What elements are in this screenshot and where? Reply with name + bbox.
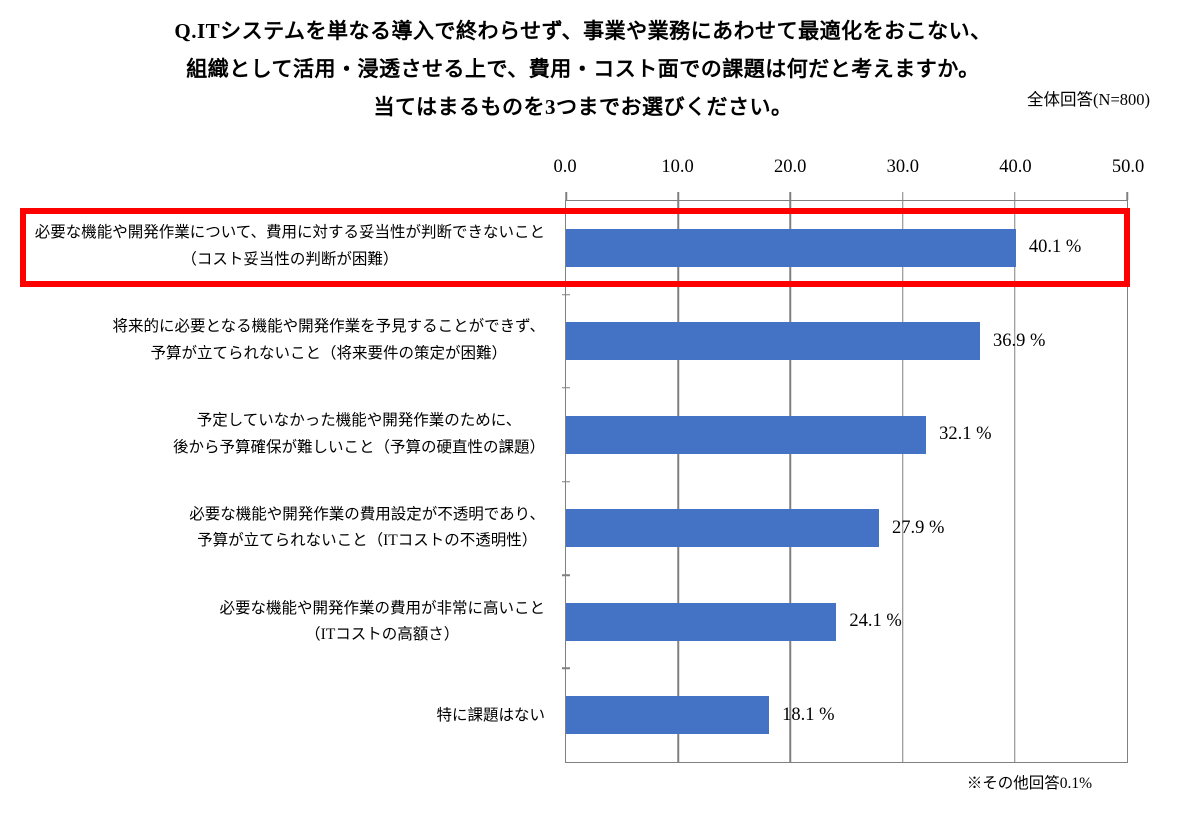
bar-row: 36.9 % <box>566 295 1127 389</box>
bar-row: 24.1 % <box>566 575 1127 669</box>
y-axis-tick <box>562 574 570 576</box>
bar <box>566 415 927 454</box>
x-axis-tick-label-50: 50.0 <box>1111 157 1145 177</box>
x-axis-tick <box>565 192 567 200</box>
category-label: 必要な機能や開発作業について、費用に対する妥当性が判断できないこと （コスト妥当… <box>34 224 545 268</box>
chart-title-line-1: Q.ITシステムを単なる導入で終わらせず、事業や業務にあわせて最適化をおこない、 <box>174 19 992 43</box>
category-row: 予定していなかった機能や開発作業のために、 後から予算確保が難しいこと（予算の硬… <box>0 388 545 482</box>
x-axis-tick-label-0: 0.0 <box>553 157 577 177</box>
x-axis-tick-label-40: 40.0 <box>999 157 1032 177</box>
bar <box>566 696 770 735</box>
x-axis-tick-labels: 0.0 10.0 20.0 30.0 40.0 50.0 <box>553 157 1144 183</box>
category-row: 特に課題はない <box>0 669 545 763</box>
category-row: 必要な機能や開発作業の費用設定が不透明であり、 予算が立てられないこと（ITコス… <box>0 481 545 575</box>
plot-area: 40.1 % 36.9 % 32.1 % 27.9 % 24.1 % 18.1 … <box>562 192 1128 763</box>
bar-row: 27.9 % <box>566 482 1127 576</box>
chart-title-line-3: 当てはまるものを3つまでお選びください。 <box>373 95 793 119</box>
category-row: 必要な機能や開発作業について、費用に対する妥当性が判断できないこと （コスト妥当… <box>0 200 545 294</box>
category-label: 予定していなかった機能や開発作業のために、 後から予算確保が難しいこと（予算の硬… <box>172 412 545 456</box>
category-label: 必要な機能や開発作業の費用が非常に高いこと （ITコストの高額さ） <box>219 599 545 644</box>
y-axis-tick <box>562 387 570 389</box>
category-row: 将来的に必要となる機能や開発作業を予見することができず、 予算が立てられないこと… <box>0 294 545 388</box>
gridline-10 <box>677 201 679 762</box>
gridline-30 <box>901 201 904 762</box>
bar <box>566 509 880 548</box>
gridline-40 <box>1014 201 1016 762</box>
x-axis-tick-label-30: 30.0 <box>886 157 919 177</box>
y-axis-tick <box>562 293 570 296</box>
value-label: 27.9 % <box>892 517 945 538</box>
value-label: 18.1 % <box>782 704 835 725</box>
category-label: 必要な機能や開発作業の費用設定が不透明であり、 予算が立てられないこと（ITコス… <box>189 505 545 550</box>
category-label: 将来的に必要となる機能や開発作業を予見することができず、 予算が立てられないこと… <box>112 318 545 362</box>
chart-title-line-2: 組織として活用・浸透させる上で、費用・コスト面での課題は何だと考えますか。 <box>186 57 980 81</box>
y-axis-tick <box>562 667 570 670</box>
x-axis-tick-label-20: 20.0 <box>774 157 807 177</box>
category-labels-column: 必要な機能や開発作業について、費用に対する妥当性が判断できないこと （コスト妥当… <box>0 200 545 763</box>
sample-size-note: 全体回答(N=800) <box>1027 90 1150 109</box>
bar-row: 18.1 % <box>566 669 1127 763</box>
x-axis-tick <box>789 192 792 200</box>
bar-row: 40.1 % <box>566 201 1127 295</box>
footnote: ※その他回答0.1% <box>966 775 1092 792</box>
bar <box>566 322 981 361</box>
category-row: 必要な機能や開発作業の費用が非常に高いこと （ITコストの高額さ） <box>0 575 545 669</box>
bar-row: 32.1 % <box>566 388 1127 482</box>
bar <box>566 602 837 641</box>
x-axis-tick <box>1014 192 1016 200</box>
value-label: 24.1 % <box>849 611 902 632</box>
x-axis-tick <box>1126 192 1128 200</box>
gridline-20 <box>789 201 792 762</box>
y-axis-tick <box>562 480 570 483</box>
x-axis-tick-label-10: 10.0 <box>661 157 694 177</box>
value-label: 32.1 % <box>939 424 992 445</box>
x-axis-tick <box>901 192 904 200</box>
value-label: 40.1 % <box>1028 237 1082 258</box>
chart-title: Q.ITシステムを単なる導入で終わらせず、事業や業務にあわせて最適化をおこない、… <box>0 12 1166 126</box>
bar <box>566 228 1016 267</box>
category-label: 特に課題はない <box>436 706 545 724</box>
x-axis-tick <box>677 192 679 200</box>
value-label: 36.9 % <box>993 330 1046 351</box>
